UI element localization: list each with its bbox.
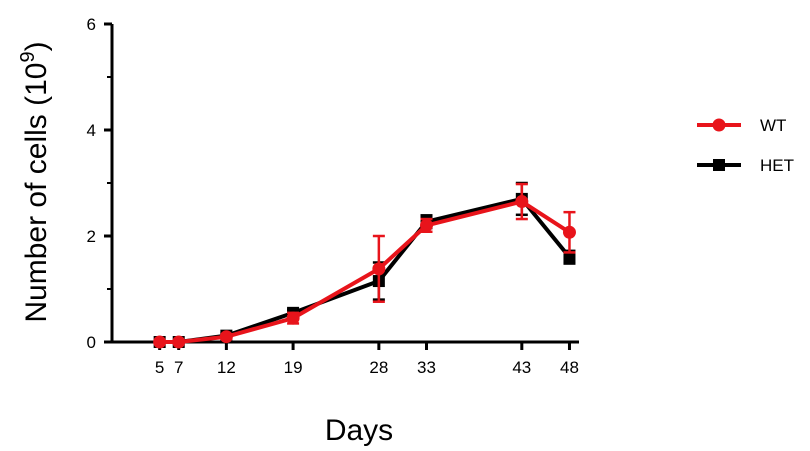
- data-point: [172, 335, 186, 349]
- legend-item-wt: WT: [697, 116, 786, 135]
- x-axis-title: Days: [325, 414, 393, 447]
- legend-label: HET: [760, 156, 794, 175]
- series-het: [153, 181, 576, 348]
- data-point: [420, 218, 434, 232]
- axes: 0 2 4 6 5 7 12 19 28 33 43 48: [87, 15, 579, 377]
- y-tick-label: 6: [87, 15, 96, 34]
- y-axis-title-close: ): [20, 41, 53, 51]
- x-tick-label: 12: [217, 358, 236, 377]
- y-axis-title: Number of cells (109): [17, 41, 53, 322]
- x-tick-label: 48: [560, 358, 579, 377]
- x-tick-label: 43: [512, 358, 531, 377]
- y-tick-label: 4: [87, 121, 96, 140]
- data-point: [515, 195, 529, 209]
- x-tick-label: 28: [369, 358, 388, 377]
- data-point: [372, 262, 386, 276]
- x-tick-label: 33: [417, 358, 436, 377]
- y-tick-label: 2: [87, 227, 96, 246]
- data-point: [286, 311, 300, 325]
- series-layer: [153, 181, 576, 349]
- legend: WT HET: [697, 116, 794, 175]
- data-point: [219, 330, 233, 344]
- x-tick-label: 19: [284, 358, 303, 377]
- data-point: [153, 335, 167, 349]
- y-tick-label: 0: [87, 333, 96, 352]
- data-point: [563, 251, 576, 264]
- legend-marker: [712, 118, 726, 132]
- series-line: [159, 196, 572, 344]
- series-wt: [153, 182, 576, 349]
- series-line: [159, 199, 571, 344]
- data-point: [562, 225, 576, 239]
- y-axis-title-superscript: 9: [17, 51, 39, 62]
- legend-label: WT: [760, 116, 786, 135]
- legend-item-het: HET: [697, 156, 794, 175]
- x-tick-label: 5: [155, 358, 164, 377]
- y-axis-title-main: Number of cells (10: [20, 63, 53, 323]
- x-tick-label: 7: [174, 358, 183, 377]
- legend-marker: [713, 159, 725, 171]
